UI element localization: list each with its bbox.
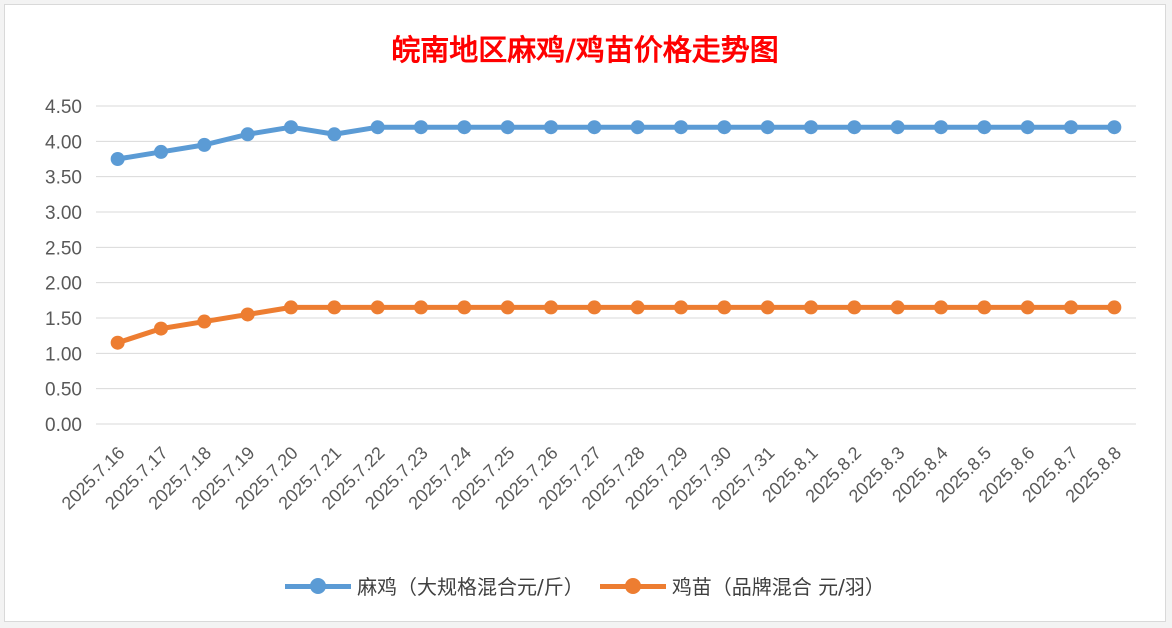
data-point bbox=[414, 300, 428, 315]
data-point bbox=[674, 300, 688, 315]
data-point bbox=[890, 300, 905, 315]
legend: 麻鸡（大规格混合元/斤） 鸡苗（品牌混合 元/羽） bbox=[5, 571, 1165, 600]
data-point bbox=[500, 300, 515, 315]
data-point bbox=[587, 120, 602, 135]
y-tick-label: 1.00 bbox=[45, 344, 82, 365]
data-point bbox=[847, 300, 862, 315]
y-tick-label: 0.50 bbox=[45, 380, 82, 401]
data-point bbox=[370, 300, 385, 315]
data-point bbox=[197, 137, 212, 152]
chart-title: 皖南地区麻鸡/鸡苗价格走势图 bbox=[391, 33, 779, 67]
data-point bbox=[630, 300, 645, 315]
data-point bbox=[1064, 120, 1078, 135]
data-point bbox=[500, 120, 515, 135]
series-line-2 bbox=[115, 304, 1117, 346]
data-point bbox=[154, 321, 168, 336]
data-point bbox=[327, 127, 342, 142]
chart-area: 皖南地区麻鸡/鸡苗价格走势图 0.00 0.50 1.00 1.50 2.00 2.50 3… bbox=[4, 4, 1166, 622]
y-tick-label: 3.50 bbox=[45, 168, 82, 189]
data-point bbox=[370, 120, 385, 135]
data-point bbox=[977, 120, 992, 135]
y-tick-label: 2.00 bbox=[45, 274, 82, 295]
data-point bbox=[717, 300, 732, 315]
legend-item-series-1: 麻鸡（大规格混合元/斤） bbox=[285, 571, 584, 600]
data-point bbox=[414, 120, 428, 135]
series-line-1 bbox=[115, 124, 1117, 162]
y-tick-label: 4.50 bbox=[45, 97, 82, 118]
data-point bbox=[760, 300, 775, 315]
legend-marker-icon bbox=[285, 576, 352, 596]
data-point bbox=[110, 335, 125, 350]
data-point bbox=[457, 300, 472, 315]
data-point bbox=[457, 120, 472, 135]
data-point bbox=[674, 120, 688, 135]
data-point bbox=[197, 314, 212, 329]
data-point bbox=[327, 300, 342, 315]
data-point bbox=[154, 144, 168, 159]
y-tick-label: 0.00 bbox=[45, 415, 82, 436]
data-point bbox=[284, 300, 298, 315]
data-point bbox=[1107, 120, 1122, 135]
legend-label: 麻鸡（大规格混合元/斤） bbox=[357, 575, 584, 599]
data-point bbox=[544, 120, 558, 135]
line-chart: 0.00 0.50 1.00 1.50 2.00 2.50 3.00 3.50 4.00 4.50… bbox=[45, 97, 1136, 513]
y-tick-label: 4.00 bbox=[45, 132, 82, 153]
legend-item-series-2: 鸡苗（品牌混合 元/羽） bbox=[599, 571, 885, 600]
data-point bbox=[1064, 300, 1078, 315]
data-point bbox=[847, 120, 862, 135]
data-point bbox=[934, 300, 948, 315]
data-point bbox=[1107, 300, 1122, 315]
data-point bbox=[934, 120, 948, 135]
data-point bbox=[110, 152, 125, 166]
legend-marker-icon bbox=[599, 576, 666, 596]
data-point bbox=[760, 120, 775, 135]
data-point bbox=[1020, 120, 1035, 135]
y-tick-label: 3.00 bbox=[45, 203, 82, 224]
data-point bbox=[804, 120, 818, 135]
data-point bbox=[587, 300, 602, 315]
data-point bbox=[240, 307, 255, 322]
data-point bbox=[1020, 300, 1035, 315]
data-point bbox=[630, 120, 645, 135]
data-point bbox=[717, 120, 732, 135]
data-point bbox=[804, 300, 818, 315]
data-point bbox=[284, 120, 298, 135]
y-tick-label: 2.50 bbox=[45, 238, 82, 259]
data-point bbox=[240, 127, 255, 142]
y-tick-label: 1.50 bbox=[45, 309, 82, 330]
data-point bbox=[977, 300, 992, 315]
data-point bbox=[890, 120, 905, 135]
data-point bbox=[544, 300, 558, 315]
legend-label: 鸡苗（品牌混合 元/羽） bbox=[671, 575, 885, 599]
